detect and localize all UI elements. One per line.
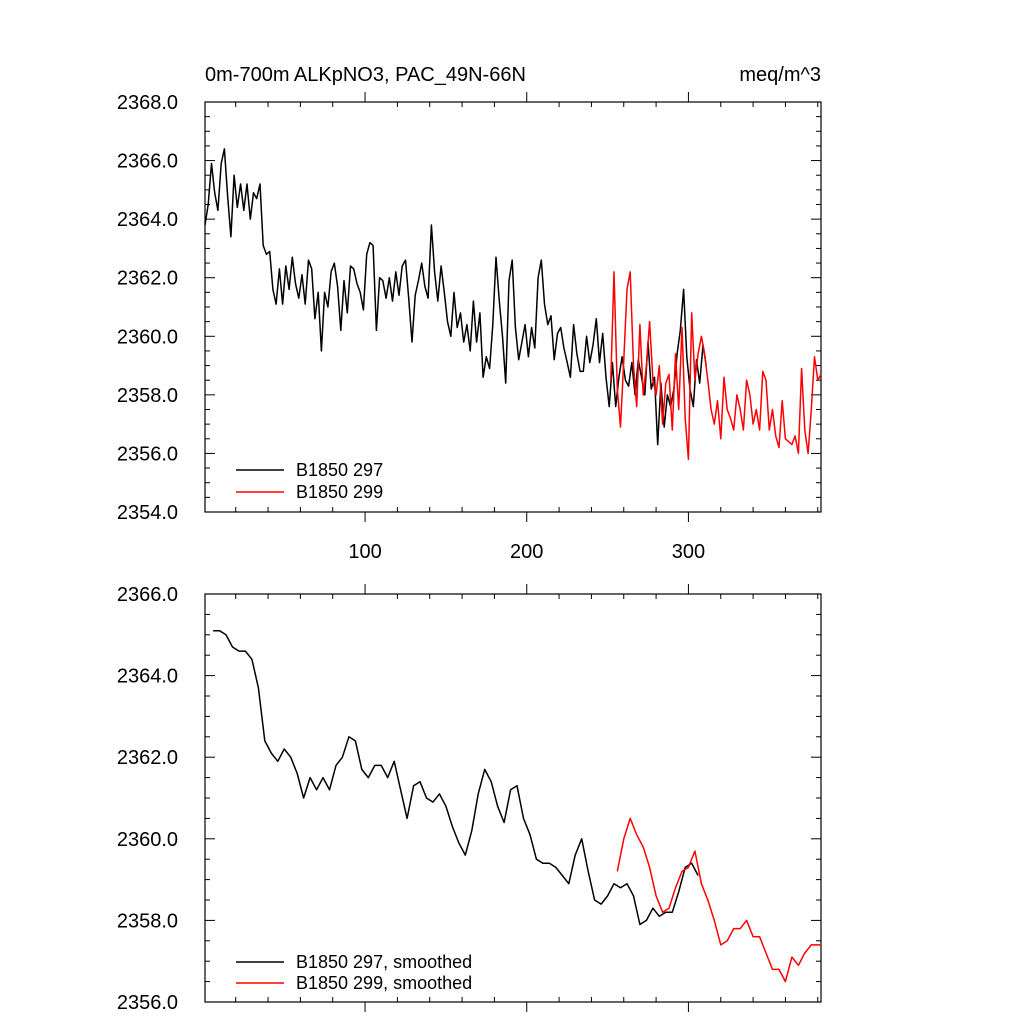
- bottom-legend-label: B1850 299, smoothed: [296, 973, 472, 993]
- bottom-y-tick-label: 2356.0: [117, 992, 178, 1014]
- bottom-legend-label: B1850 297, smoothed: [296, 952, 472, 972]
- top-x-tick-label: 100: [348, 541, 381, 563]
- bottom-y-tick-label: 2364.0: [117, 666, 178, 688]
- bottom-y-tick-label: 2360.0: [117, 829, 178, 851]
- top-plot-frame: [204, 101, 822, 513]
- top-x-tick-label: 300: [672, 541, 705, 563]
- bottom-y-tick-label: 2366.0: [117, 584, 178, 606]
- top-legend-label: B1850 299: [296, 482, 383, 502]
- bottom-plot-frame: [204, 593, 822, 1003]
- bottom-y-tick-label: 2358.0: [117, 910, 178, 932]
- bottom-series-line-299: [616, 817, 821, 983]
- bottom-series-line-297: [213, 629, 699, 926]
- top-legend-label: B1850 297: [296, 460, 383, 480]
- top-x-tick-label: 200: [510, 541, 543, 563]
- top-panel-units: meq/m^3: [739, 64, 821, 86]
- top-series-line-299: [610, 271, 822, 461]
- top-y-tick-label: 2360.0: [117, 326, 178, 348]
- top-y-tick-label: 2358.0: [117, 385, 178, 407]
- top-y-tick-label: 2362.0: [117, 268, 178, 290]
- bottom-panel: 2356.0 2358.0 2360.0 2362.0 2364.0 2366.0 B185…: [117, 584, 822, 1014]
- top-series-line-297: [204, 148, 707, 446]
- top-panel-title: 0m-700m ALKpNO3, PAC_49N-66N: [205, 64, 526, 86]
- top-panel: 0m-700m ALKpNO3, PAC_49N-66N meq/m^3 235…: [117, 64, 822, 563]
- bottom-y-tick-label: 2362.0: [117, 747, 178, 769]
- top-y-tick-label: 2368.0: [117, 92, 178, 114]
- top-y-tick-label: 2354.0: [117, 502, 178, 524]
- top-y-tick-label: 2364.0: [117, 209, 178, 231]
- top-y-tick-label: 2356.0: [117, 443, 178, 465]
- top-y-tick-label: 2366.0: [117, 151, 178, 173]
